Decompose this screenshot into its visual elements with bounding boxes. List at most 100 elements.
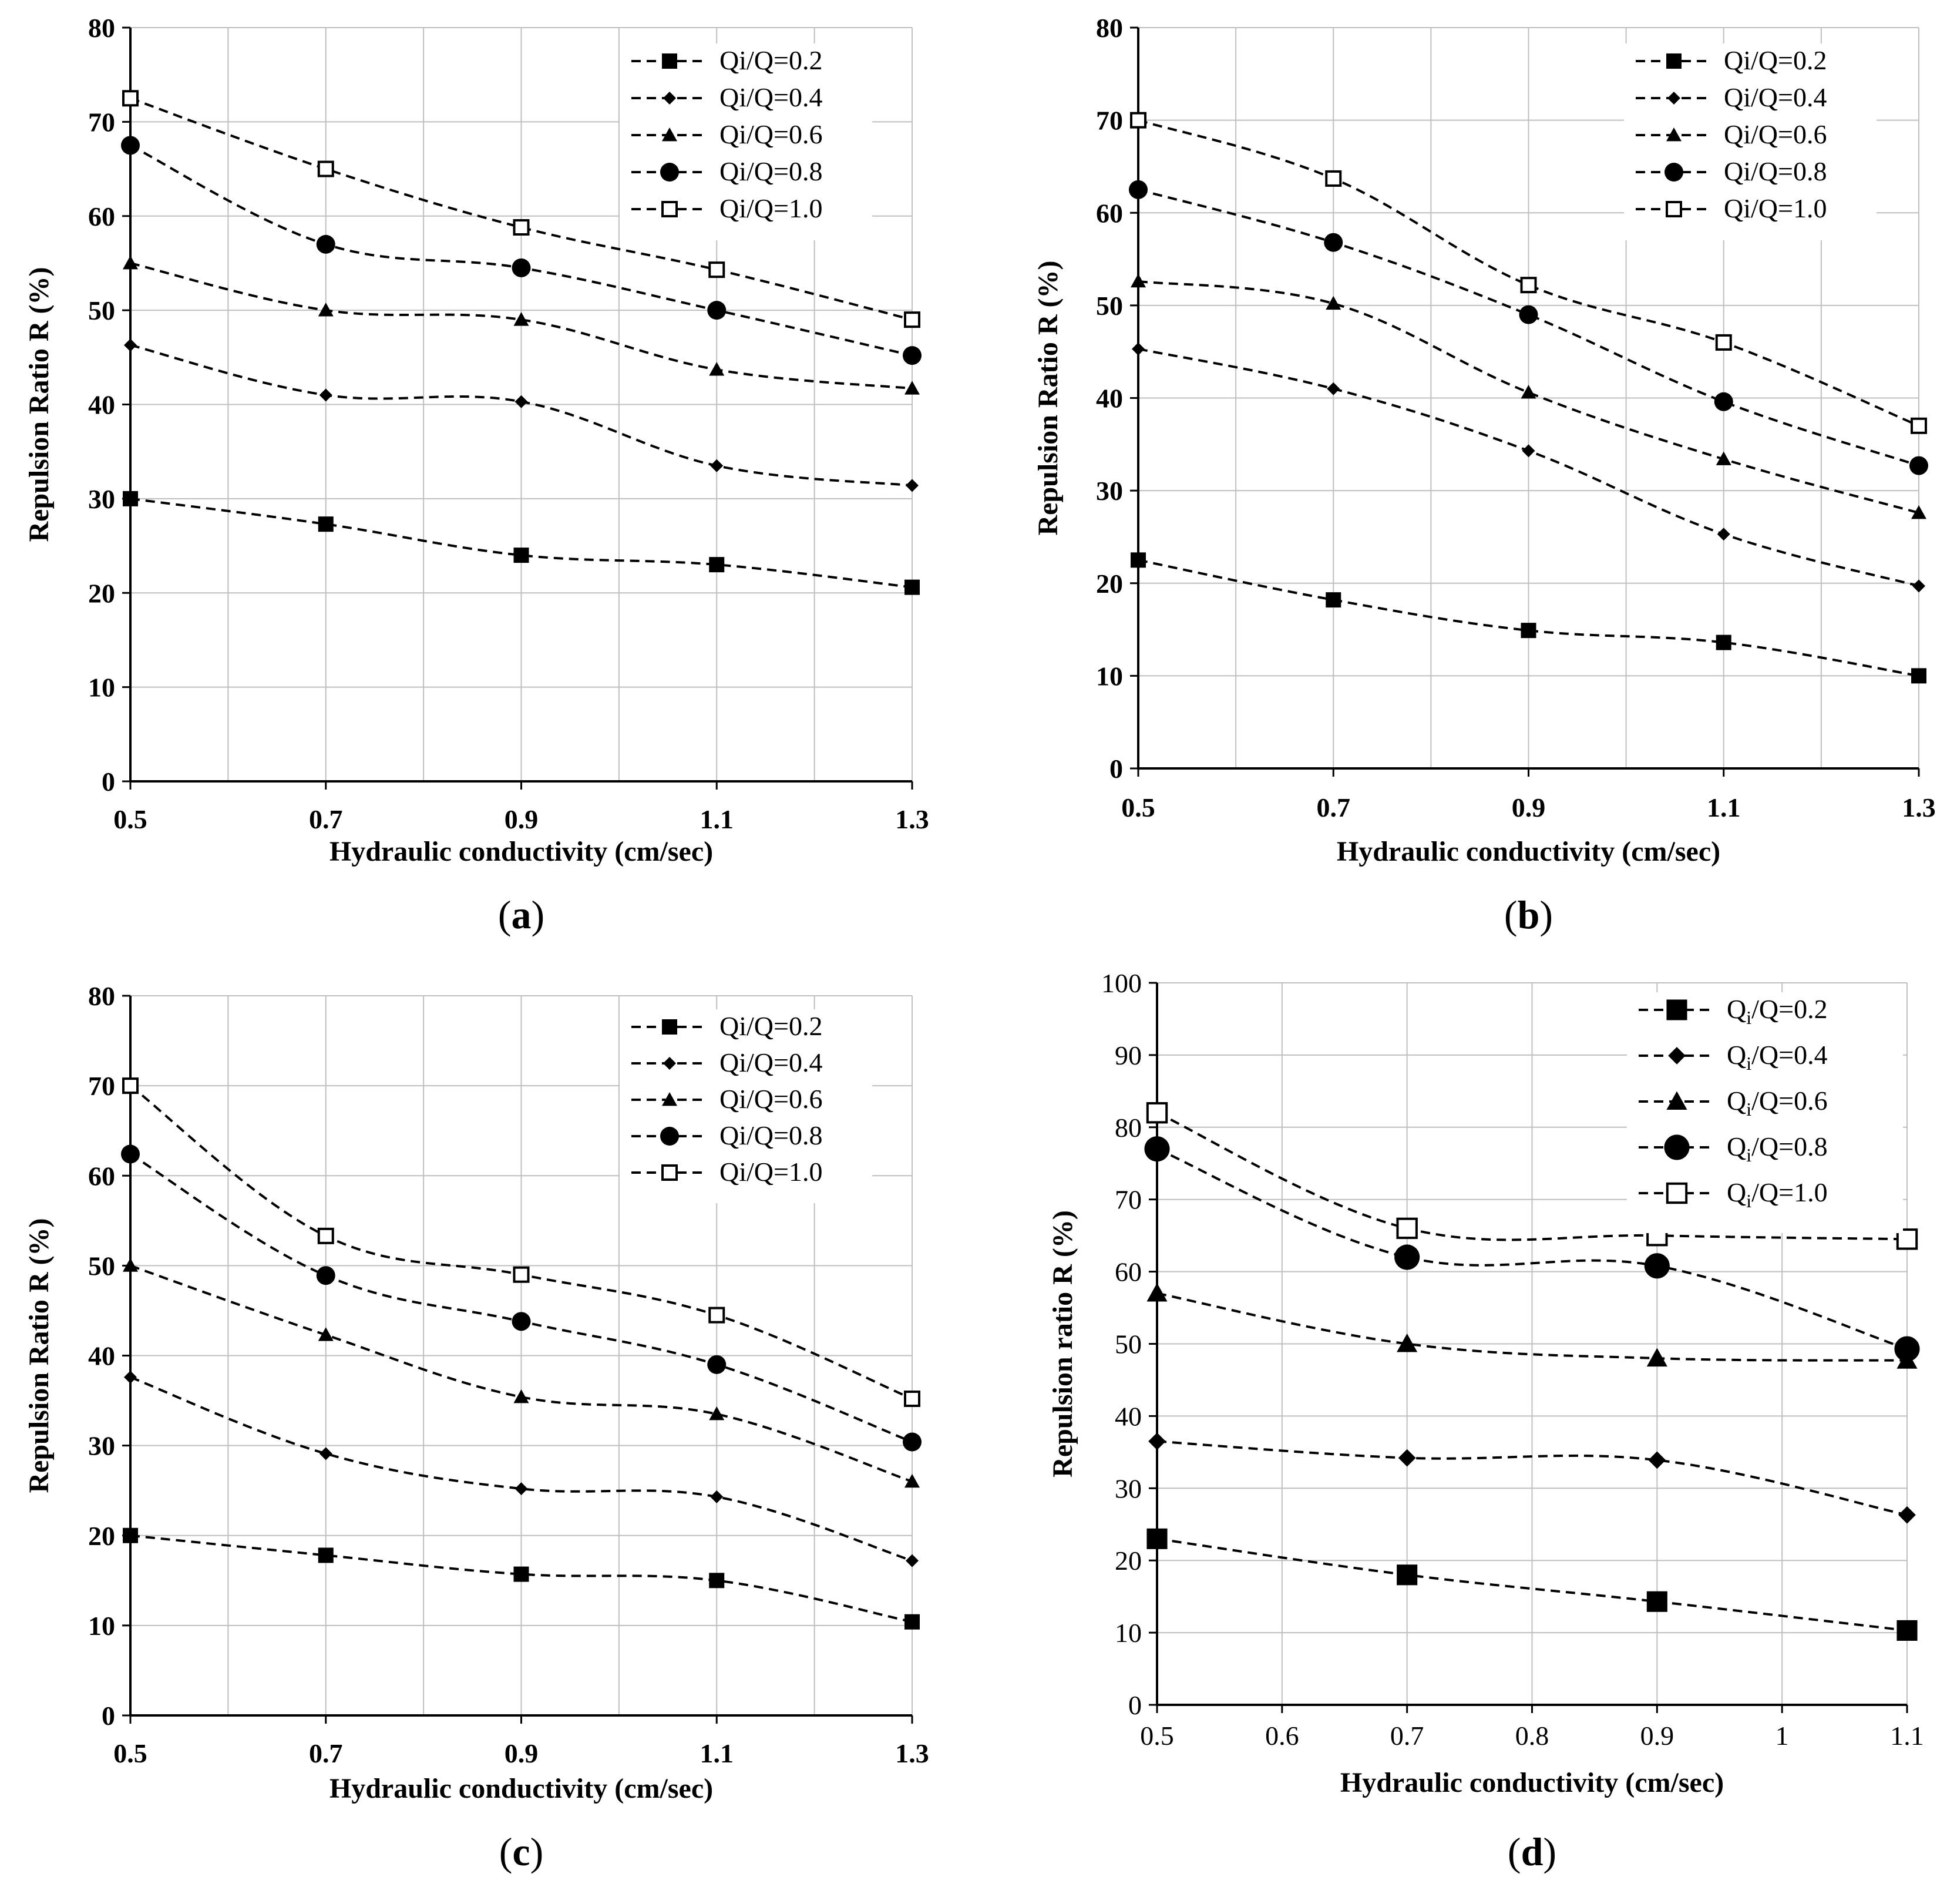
data-point-diamond	[124, 1371, 137, 1384]
x-tick-label: 0.9	[1640, 1721, 1674, 1751]
y-tick-label: 40	[1115, 1401, 1142, 1431]
legend-marker-diamond	[663, 92, 676, 105]
data-point-triangle	[1911, 505, 1926, 519]
y-tick-label: 20	[88, 1521, 115, 1551]
y-tick-label: 60	[1115, 1257, 1142, 1287]
legend-label: Qi/Q=0.6	[1727, 1086, 1828, 1120]
y-axis-title: Repulsion Ratio R (%)	[23, 1218, 55, 1493]
data-point-open-square	[513, 1266, 530, 1283]
data-point-diamond	[710, 459, 724, 472]
panel-caption: (d)	[1508, 1829, 1556, 1874]
data-point-diamond	[1648, 1451, 1666, 1469]
series-line-2	[1138, 280, 1919, 514]
data-point-circle	[903, 346, 922, 365]
legend-marker-diamond	[663, 1057, 676, 1070]
data-point-diamond	[319, 388, 332, 402]
legend-label: Qi/Q=0.8	[719, 1120, 822, 1150]
x-tick-label: 1.1	[1890, 1721, 1924, 1751]
legend-label: Qi/Q=0.2	[1727, 994, 1828, 1028]
data-point-diamond	[1132, 342, 1145, 355]
x-tick-label: 0.9	[1512, 793, 1546, 822]
data-point-open-square	[1911, 417, 1927, 434]
data-point-triangle	[318, 1327, 334, 1341]
y-tick-label: 20	[1096, 569, 1123, 599]
legend-marker-square	[1666, 999, 1687, 1020]
data-point-square	[123, 1527, 138, 1543]
y-tick-label: 70	[1115, 1185, 1142, 1215]
data-point-square	[1131, 552, 1146, 568]
legend-marker-circle	[1664, 163, 1683, 182]
y-tick-label: 40	[1096, 384, 1123, 414]
y-axis-title: Repulsion Ratio R (%)	[23, 267, 55, 542]
legend: Qi/Q=0.2 Qi/Q=0.4 Qi/Q=0.6 Qi/Q=0.8 Qi/Q=1.0	[1627, 992, 1903, 1233]
data-point-circle	[1394, 1244, 1420, 1270]
data-point-triangle	[123, 255, 138, 270]
data-point-diamond	[906, 1554, 919, 1567]
y-tick-label: 10	[1115, 1618, 1142, 1648]
y-tick-label: 10	[1096, 661, 1123, 691]
legend: Qi/Q=0.2 Qi/Q=0.4 Qi/Q=0.6 Qi/Q=0.8 Qi/Q=1.0	[1624, 43, 1877, 240]
legend: Qi/Q=0.2 Qi/Q=0.4 Qi/Q=0.6 Qi/Q=0.8 Qi/Q=1.0	[620, 1009, 872, 1203]
data-point-triangle	[1326, 295, 1341, 310]
y-tick-label: 40	[88, 390, 115, 420]
y-tick-label: 10	[88, 1611, 115, 1641]
x-tick-label: 1.1	[1707, 793, 1741, 822]
y-tick-label: 50	[88, 295, 115, 325]
data-point-circle	[1909, 456, 1928, 475]
legend-marker-square	[662, 1019, 677, 1035]
x-tick-label: 1.3	[895, 804, 929, 834]
data-point-circle	[121, 136, 140, 155]
data-point-diamond	[1912, 579, 1925, 593]
legend-marker-triangle	[662, 127, 677, 142]
data-point-square	[1326, 592, 1341, 608]
data-point-triangle	[709, 1406, 725, 1421]
x-tick-label: 1	[1775, 1721, 1789, 1751]
data-point-circle	[316, 1266, 335, 1285]
panel-caption: (b)	[1504, 892, 1553, 937]
legend-label: Qi/Q=0.2	[1724, 45, 1827, 75]
y-tick-label: 100	[1101, 968, 1142, 998]
legend-marker-open-square	[661, 1164, 678, 1181]
legend-marker-triangle	[662, 1092, 677, 1106]
legend-marker-circle	[1664, 1134, 1690, 1160]
x-tick-label: 0.9	[505, 1738, 539, 1768]
legend: Qi/Q=0.2 Qi/Q=0.4 Qi/Q=0.6 Qi/Q=0.8 Qi/Q=1.0	[620, 43, 872, 240]
legend-label: Qi/Q=0.6	[719, 119, 822, 149]
y-tick-label: 30	[88, 1431, 115, 1461]
data-point-diamond	[515, 395, 528, 408]
data-point-triangle	[1646, 1348, 1667, 1367]
series-line-1	[130, 1376, 913, 1562]
legend-label: Qi/Q=0.2	[719, 45, 822, 75]
x-tick-label: 0.5	[113, 1738, 147, 1768]
legend-marker-open-square	[1666, 201, 1682, 217]
legend-marker-square	[1666, 53, 1682, 69]
data-point-square	[1646, 1591, 1667, 1612]
data-point-triangle	[1131, 273, 1146, 288]
data-point-diamond	[515, 1482, 528, 1496]
legend-label: Qi/Q=0.8	[1724, 156, 1827, 186]
legend-marker-circle	[660, 163, 679, 182]
data-point-diamond	[124, 338, 137, 352]
data-point-open-square	[904, 311, 920, 328]
data-point-square	[318, 516, 334, 532]
y-tick-label: 0	[1128, 1690, 1142, 1720]
data-point-circle	[1129, 180, 1148, 199]
data-point-square	[1896, 1620, 1918, 1641]
data-point-circle	[1519, 305, 1538, 324]
data-point-diamond	[319, 1447, 332, 1460]
x-tick-label: 1.1	[700, 1738, 734, 1768]
legend-label: Qi/Q=0.8	[719, 156, 822, 186]
x-axis-title: Hydraulic conductivity (cm/sec)	[1337, 836, 1720, 867]
series-line-2	[1156, 1292, 1908, 1362]
y-tick-label: 30	[1096, 476, 1123, 506]
x-tick-label: 0.5	[1140, 1721, 1174, 1751]
data-point-diamond	[906, 479, 919, 492]
data-point-diamond	[1898, 1506, 1916, 1524]
chart-panel-a: 0 10 20 30 40 50 60 70 80 0.5 0.7 0.9 1.1 1.3 Hydrauli…	[23, 13, 929, 937]
y-tick-label: 60	[88, 202, 115, 231]
data-point-square	[1716, 634, 1731, 650]
y-tick-label: 30	[1115, 1473, 1142, 1503]
legend-marker-triangle	[1666, 1091, 1687, 1110]
x-tick-label: 0.7	[309, 1738, 343, 1768]
series-line-3	[1156, 1147, 1908, 1350]
